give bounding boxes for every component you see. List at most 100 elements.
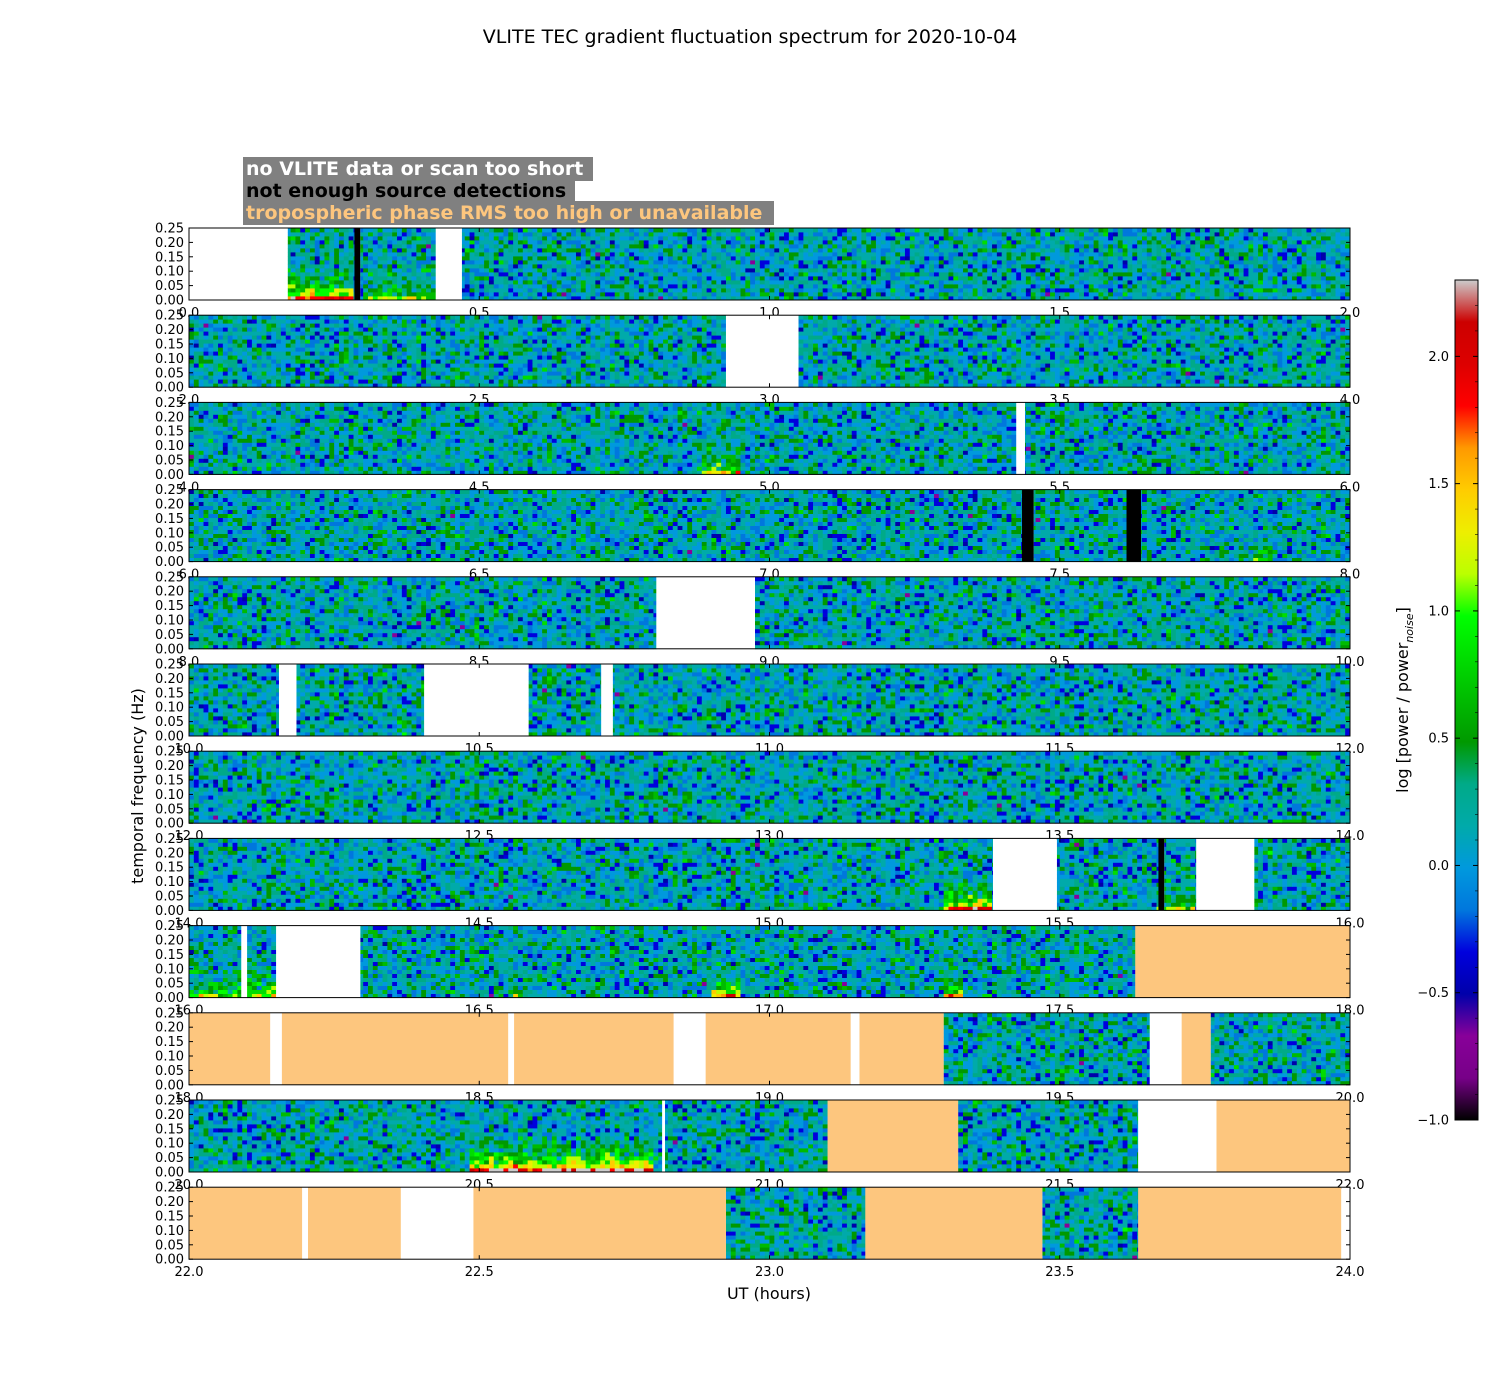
heatmap-cell bbox=[653, 272, 658, 276]
heatmap-cell bbox=[426, 276, 431, 280]
heatmap-cell bbox=[1113, 288, 1118, 292]
heatmap-cell bbox=[484, 292, 489, 296]
heatmap-cell bbox=[784, 288, 794, 292]
heatmap-cell bbox=[387, 256, 392, 260]
heatmap-cell bbox=[968, 280, 973, 284]
heatmap-cell bbox=[900, 272, 905, 276]
heatmap-cell bbox=[1079, 280, 1084, 284]
heatmap-cell bbox=[334, 236, 339, 240]
heatmap-cell bbox=[953, 288, 958, 292]
heatmap-cell bbox=[407, 268, 412, 272]
heatmap-cell bbox=[542, 280, 547, 284]
heatmap-cell bbox=[682, 292, 687, 296]
heatmap-cell bbox=[1016, 276, 1021, 280]
heatmap-cell bbox=[847, 280, 852, 284]
heatmap-cell bbox=[334, 252, 339, 256]
heatmap-cell bbox=[828, 272, 833, 276]
heatmap-cell bbox=[1132, 284, 1137, 288]
heatmap-cell bbox=[349, 280, 354, 284]
heatmap-cell bbox=[320, 256, 325, 260]
heatmap-cell bbox=[740, 280, 745, 284]
heatmap-cell bbox=[320, 236, 325, 240]
heatmap-cell bbox=[890, 280, 895, 284]
heatmap-cell bbox=[847, 284, 852, 288]
heatmap-cell bbox=[1331, 284, 1336, 288]
heatmap-cell bbox=[360, 280, 363, 284]
heatmap-cell bbox=[373, 248, 378, 252]
heatmap-cell bbox=[760, 276, 765, 280]
heatmap-cell bbox=[765, 284, 770, 288]
heatmap-cell bbox=[484, 280, 489, 284]
heatmap-cell bbox=[1026, 288, 1031, 292]
heatmap-cell bbox=[431, 236, 436, 240]
heatmap-cell bbox=[745, 288, 750, 292]
heatmap-cell bbox=[378, 228, 383, 232]
heatmap-cell bbox=[528, 276, 533, 280]
heatmap-cell bbox=[503, 276, 508, 280]
heatmap-cell bbox=[1277, 292, 1282, 296]
heatmap-cell bbox=[958, 272, 963, 276]
heatmap-cell bbox=[1186, 272, 1191, 276]
heatmap-cell bbox=[462, 288, 465, 292]
heatmap-cell bbox=[349, 236, 354, 240]
heatmap-cell bbox=[324, 276, 329, 280]
heatmap-cell bbox=[288, 256, 291, 260]
heatmap-cell bbox=[1190, 280, 1195, 284]
heatmap-cell bbox=[915, 292, 925, 296]
heatmap-cell bbox=[378, 244, 383, 248]
heatmap-cell bbox=[310, 228, 320, 232]
heatmap-cell bbox=[1011, 276, 1016, 280]
heatmap-cell bbox=[1055, 276, 1060, 280]
heatmap-cell bbox=[542, 272, 547, 276]
heatmap-cell bbox=[528, 272, 533, 276]
heatmap-cell bbox=[620, 280, 625, 284]
heatmap-cell bbox=[320, 280, 325, 284]
heatmap-cell bbox=[315, 292, 330, 296]
heatmap-cell bbox=[373, 284, 378, 288]
heatmap-cell bbox=[711, 288, 716, 292]
heatmap-cell bbox=[1094, 272, 1099, 276]
heatmap-cell bbox=[992, 288, 997, 292]
heatmap-cell bbox=[973, 276, 978, 280]
heatmap-cell bbox=[789, 276, 794, 280]
heatmap-cell bbox=[895, 288, 905, 292]
heatmap-cell bbox=[392, 264, 397, 268]
heatmap-cell bbox=[905, 280, 910, 284]
heatmap-cell bbox=[537, 276, 542, 280]
heatmap-cell bbox=[1074, 276, 1079, 280]
heatmap-cell bbox=[929, 280, 934, 284]
heatmap-cell bbox=[407, 272, 412, 276]
heatmap-cell bbox=[1234, 280, 1239, 284]
heatmap-cell bbox=[324, 260, 329, 264]
heatmap-cell bbox=[339, 236, 344, 240]
heatmap-cell bbox=[334, 260, 339, 264]
heatmap-cell bbox=[615, 272, 620, 276]
heatmap-cell bbox=[324, 252, 329, 256]
heatmap-cell bbox=[1016, 272, 1021, 276]
heatmap-cell bbox=[300, 240, 305, 244]
heatmap-cell bbox=[1118, 284, 1123, 288]
heatmap-cell bbox=[383, 248, 388, 252]
heatmap-cell bbox=[513, 272, 518, 276]
heatmap-cell bbox=[658, 292, 663, 296]
heatmap-cell bbox=[532, 292, 537, 296]
heatmap-cell bbox=[339, 276, 344, 280]
heatmap-cell bbox=[392, 256, 397, 260]
heatmap-cell bbox=[963, 288, 968, 292]
heatmap-cell bbox=[291, 272, 296, 276]
heatmap-cell bbox=[479, 292, 484, 296]
heatmap-cell bbox=[774, 272, 779, 276]
heatmap-cell bbox=[890, 272, 895, 276]
heatmap-cell bbox=[295, 236, 300, 240]
heatmap-cell bbox=[484, 276, 489, 280]
heatmap-cell bbox=[861, 280, 866, 284]
heatmap-cell bbox=[1306, 276, 1311, 280]
heatmap-cell bbox=[1219, 272, 1224, 276]
heatmap-cell bbox=[842, 280, 847, 284]
heatmap-cell bbox=[948, 272, 953, 276]
heatmap-cell bbox=[334, 248, 339, 252]
heatmap-cell bbox=[288, 264, 291, 268]
heatmap-cell bbox=[1098, 284, 1113, 288]
heatmap-cell bbox=[939, 276, 949, 280]
heatmap-cell bbox=[339, 264, 349, 268]
